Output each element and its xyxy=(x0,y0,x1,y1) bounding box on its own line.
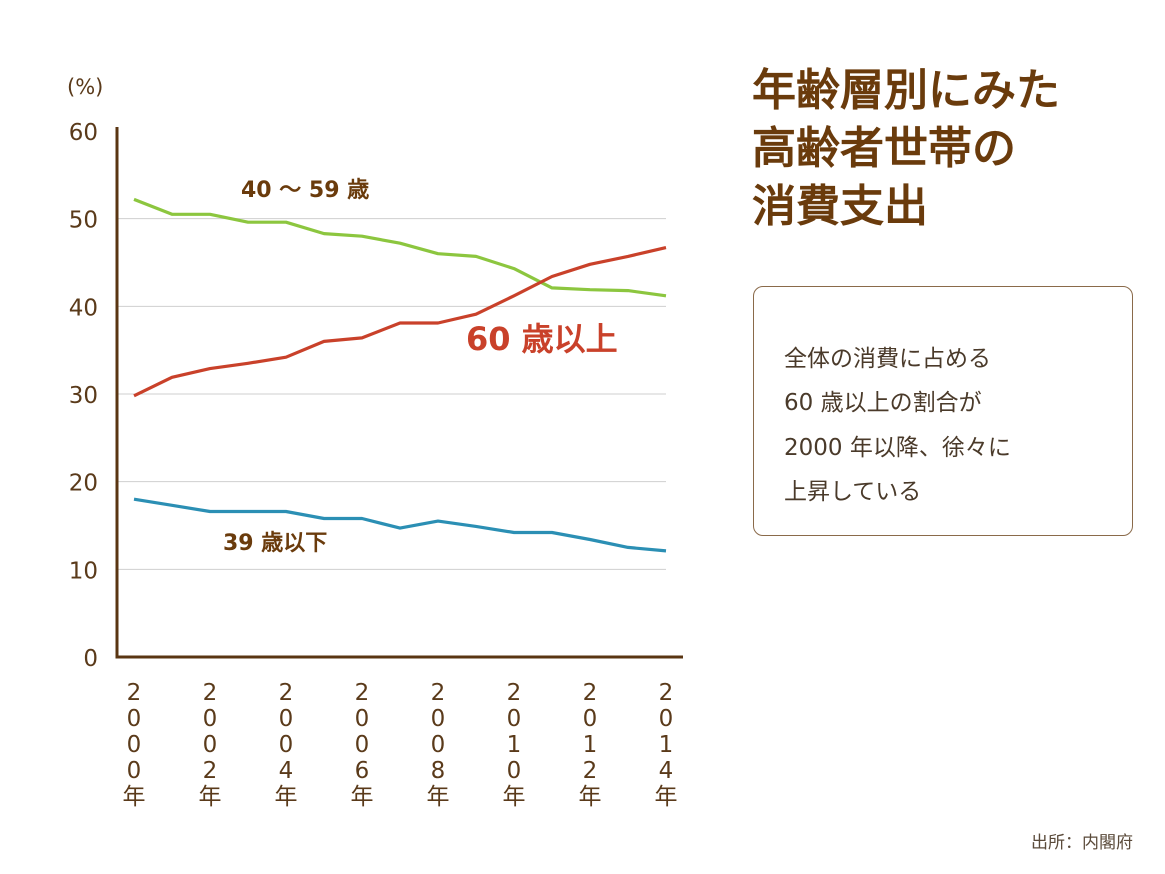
x-tick-char: 0 xyxy=(507,706,522,732)
x-tick-char: 0 xyxy=(659,706,674,732)
y-tick-label: 30 xyxy=(69,383,98,409)
x-tick-char: 1 xyxy=(659,732,674,758)
x-tick-char: 8 xyxy=(431,758,446,784)
x-tick-char: 1 xyxy=(583,732,598,758)
x-tick-char: 0 xyxy=(431,706,446,732)
note-line-1: 全体の消費に占める xyxy=(784,346,991,372)
note-line-2: 60 歳以上の割合が xyxy=(784,390,982,416)
x-tick-char: 6 xyxy=(355,758,370,784)
x-tick-char: 年 xyxy=(199,784,222,810)
x-tick-char: 2 xyxy=(659,680,674,706)
x-tick-char: 0 xyxy=(279,732,294,758)
x-tick-char: 4 xyxy=(659,758,674,784)
chart-title: 年齢層別にみた 高齢者世帯の 消費支出 xyxy=(752,62,1132,236)
source-credit: 出所：内閣府 xyxy=(1031,833,1133,853)
y-axis-tick-labels: 0 10 20 30 40 50 60 xyxy=(69,120,98,672)
note-line-4: 上昇している xyxy=(784,479,922,505)
x-tick-char: 0 xyxy=(127,732,142,758)
x-tick-char: 年 xyxy=(123,784,146,810)
y-tick-label: 50 xyxy=(69,208,98,234)
series-lines xyxy=(133,197,667,553)
x-tick-char: 0 xyxy=(355,706,370,732)
title-line-2: 高齢者世帯の xyxy=(752,123,1016,174)
x-tick-char: 2 xyxy=(507,680,522,706)
x-tick-char: 0 xyxy=(203,706,218,732)
x-tick-char: 2 xyxy=(583,680,598,706)
note-line-3: 2000 年以降、徐々に xyxy=(784,435,1011,461)
x-tick-char: 4 xyxy=(279,758,294,784)
x-tick-char: 0 xyxy=(203,732,218,758)
x-tick-char: 2 xyxy=(431,680,446,706)
x-tick-char: 2 xyxy=(127,680,142,706)
x-tick-char: 2 xyxy=(583,758,598,784)
y-tick-label: 20 xyxy=(69,471,98,497)
annotation-box: 全体の消費に占める 60 歳以上の割合が 2000 年以降、徐々に 上昇している xyxy=(753,286,1133,536)
x-tick-char: 2 xyxy=(203,758,218,784)
x-tick-char: 年 xyxy=(579,784,602,810)
series-label-40-59: 40 ～ 59 歳 xyxy=(241,178,369,203)
series-label-60-plus: 60 歳以上 xyxy=(466,320,618,358)
series-label-39-under: 39 歳以下 xyxy=(223,531,327,556)
x-tick-char: 2 xyxy=(355,680,370,706)
x-tick-char: 2 xyxy=(279,680,294,706)
series-line-0 xyxy=(133,197,667,298)
y-tick-label: 40 xyxy=(69,295,98,321)
x-tick-char: 年 xyxy=(275,784,298,810)
gridlines xyxy=(117,218,666,570)
x-tick-char: 年 xyxy=(427,784,450,810)
x-tick-char: 年 xyxy=(503,784,526,810)
x-tick-char: 2 xyxy=(203,680,218,706)
series-line-1 xyxy=(133,246,667,398)
x-tick-char: 0 xyxy=(431,732,446,758)
x-tick-char: 年 xyxy=(351,784,374,810)
x-tick-char: 0 xyxy=(127,706,142,732)
y-tick-label: 10 xyxy=(69,558,98,584)
x-tick-char: 年 xyxy=(655,784,678,810)
x-tick-char: 0 xyxy=(279,706,294,732)
y-tick-label: 60 xyxy=(69,120,98,146)
series-line-2 xyxy=(133,497,667,553)
y-axis-unit-label: (%) xyxy=(67,75,103,99)
x-tick-char: 0 xyxy=(507,758,522,784)
y-tick-label: 0 xyxy=(83,646,98,672)
x-tick-char: 0 xyxy=(127,758,142,784)
title-line-3: 消費支出 xyxy=(752,181,928,232)
title-line-1: 年齢層別にみた xyxy=(752,65,1060,116)
x-tick-char: 1 xyxy=(507,732,522,758)
x-tick-char: 0 xyxy=(583,706,598,732)
x-tick-char: 0 xyxy=(355,732,370,758)
